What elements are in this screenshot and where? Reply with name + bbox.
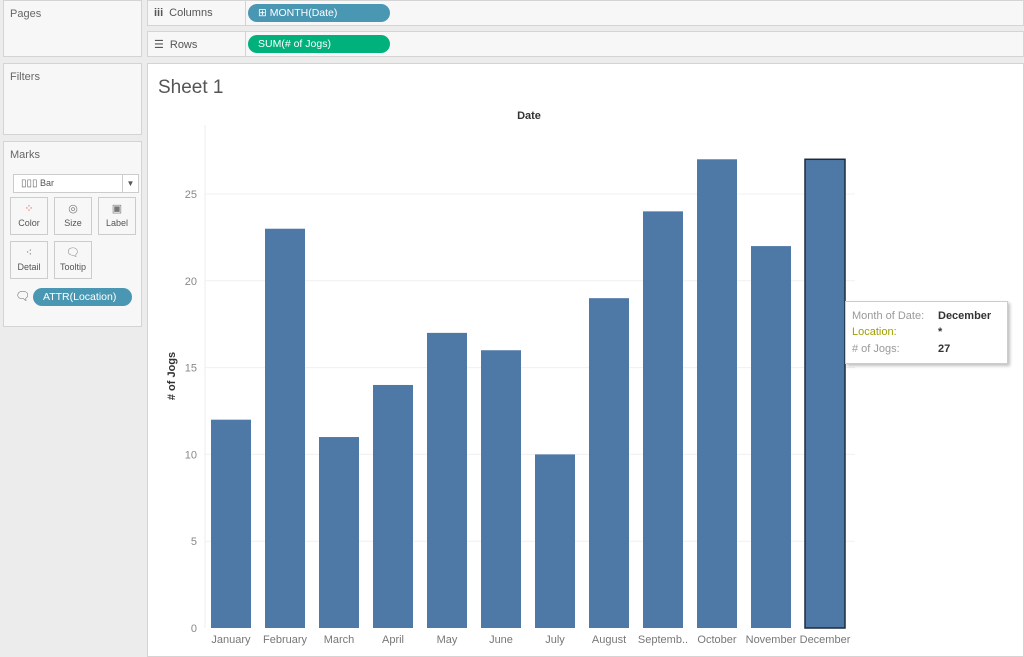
y-tick-label: 5 <box>191 536 197 548</box>
bar-april <box>373 384 413 628</box>
y-tick-label: 20 <box>185 276 197 288</box>
columns-icon: iii <box>154 7 164 19</box>
y-tick-label: 10 <box>185 449 197 461</box>
detail-icon: ⁖ <box>25 247 33 259</box>
expand-icon: ⊞ <box>258 7 270 19</box>
tooltip-value: 27 <box>938 343 951 355</box>
mark-type-value: Bar <box>40 178 55 188</box>
tooltip-value: December <box>938 310 992 322</box>
bar-december <box>804 158 846 629</box>
size-button[interactable]: ◎ Size <box>54 197 92 235</box>
pages-card: Pages <box>3 0 142 57</box>
attr-location-pill[interactable]: ATTR(Location) <box>33 288 132 306</box>
sum-jogs-pill[interactable]: SUM(# of Jogs) <box>248 35 390 53</box>
pages-title: Pages <box>10 8 42 20</box>
bar-february <box>265 228 305 628</box>
detail-label: Detail <box>17 262 41 272</box>
mark-type-dropdown[interactable]: ▯▯▯ Bar ▼ <box>13 174 139 193</box>
bar-chart-icon: ▯▯▯ <box>21 178 38 189</box>
size-label: Size <box>64 218 82 228</box>
tooltip-value: * <box>938 326 943 338</box>
columns-shelf[interactable]: iii Columns ⊞ MONTH(Date) <box>147 0 1024 26</box>
bar-august <box>589 298 629 628</box>
tooltip: Month of Date: December Location: * # of J… <box>845 301 1008 364</box>
bar-january <box>211 419 251 628</box>
y-tick-label: 25 <box>185 189 197 201</box>
x-tick-label: April <box>382 634 404 646</box>
marks-title: Marks <box>10 149 40 161</box>
month-date-label: MONTH(Date) <box>269 7 338 19</box>
marks-card: Marks ▯▯▯ Bar ▼ ⁘ Color ◎ Size ▣ Label ⁖ Det… <box>3 141 142 327</box>
filters-title: Filters <box>10 71 40 83</box>
sheet-title: Sheet 1 <box>158 77 224 98</box>
x-tick-label: May <box>437 634 458 646</box>
y-axis-label: # of Jogs <box>166 352 178 400</box>
y-tick-label: 0 <box>191 623 197 635</box>
rows-icon: ☰ <box>154 39 164 51</box>
tooltip-icon: 🗨 <box>15 289 31 303</box>
x-tick-label: Septemb.. <box>638 634 688 646</box>
x-tick-label: August <box>592 634 626 646</box>
rows-shelf[interactable]: ☰ Rows SUM(# of Jogs) <box>147 31 1024 57</box>
bar-may <box>427 332 467 628</box>
y-tick-label: 15 <box>185 363 197 375</box>
bar-june <box>481 350 521 628</box>
x-tick-label: January <box>211 634 251 646</box>
color-button[interactable]: ⁘ Color <box>10 197 48 235</box>
size-icon: ◎ <box>68 203 78 215</box>
columns-label: Columns <box>169 7 213 19</box>
label-button[interactable]: ▣ Label <box>98 197 136 235</box>
chevron-down-icon: ▼ <box>122 175 138 192</box>
tooltip-button[interactable]: 🗨 Tooltip <box>54 241 92 279</box>
bar-july <box>535 454 575 628</box>
x-tick-label: November <box>746 634 797 646</box>
tooltip-label: Tooltip <box>59 262 86 272</box>
color-label: Color <box>18 218 40 228</box>
detail-button[interactable]: ⁖ Detail <box>10 241 48 279</box>
label-label: Label <box>105 218 129 228</box>
x-tick-label: March <box>324 634 355 646</box>
chart-title: Date <box>517 110 541 122</box>
tooltip-key: Month of Date: <box>852 310 925 322</box>
bar-march <box>319 437 359 628</box>
rows-label: Rows <box>169 38 198 51</box>
tooltip-icon: 🗨 <box>66 247 80 259</box>
x-tick-label: December <box>800 634 851 646</box>
tooltip-key: # of Jogs: <box>852 343 900 355</box>
bar-october <box>697 159 737 628</box>
x-tick-label: June <box>489 634 513 646</box>
bar-november <box>751 246 791 628</box>
x-tick-label: July <box>545 634 565 646</box>
filters-card[interactable]: Filters <box>3 63 142 135</box>
color-icon: ⁘ <box>24 203 34 215</box>
bar-septemb <box>643 211 683 629</box>
x-tick-label: February <box>263 634 308 646</box>
x-tick-label: October <box>697 634 736 646</box>
tooltip-key: Location: <box>852 326 897 338</box>
month-date-pill[interactable]: ⊞ MONTH(Date) <box>248 4 390 22</box>
label-icon: ▣ <box>111 203 123 215</box>
